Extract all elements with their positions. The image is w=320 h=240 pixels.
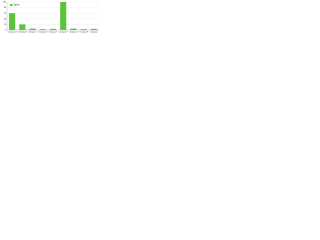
x-tick-label: Category C <box>28 31 38 34</box>
bar <box>39 29 46 30</box>
y-tick-label: 0 <box>5 30 7 32</box>
y-tick-label: 20 <box>4 24 7 26</box>
legend-label: Value <box>14 4 21 7</box>
y-tick-label: 80 <box>4 7 7 9</box>
bar <box>29 28 36 30</box>
x-tick-label: Category D <box>38 31 48 34</box>
x-tick-label: Category B <box>18 31 27 34</box>
x-tick-label: Category G <box>69 31 79 34</box>
bar <box>70 28 77 30</box>
x-tick-label: Category A <box>8 31 18 34</box>
bar <box>80 29 87 30</box>
bar <box>60 2 67 30</box>
bar <box>9 13 16 30</box>
x-tick-label: Category F <box>59 31 68 34</box>
bar <box>90 28 97 30</box>
y-tick-label: 40 <box>4 18 7 20</box>
x-tick-label: Category H <box>79 31 89 34</box>
legend-swatch <box>10 4 13 6</box>
y-tick-label: 60 <box>4 13 7 15</box>
bar <box>49 28 57 30</box>
x-tick-label: Category I <box>90 31 99 34</box>
bar <box>19 24 26 30</box>
x-tick-label: Category E <box>49 31 58 34</box>
y-tick-label: 100 <box>3 2 7 4</box>
